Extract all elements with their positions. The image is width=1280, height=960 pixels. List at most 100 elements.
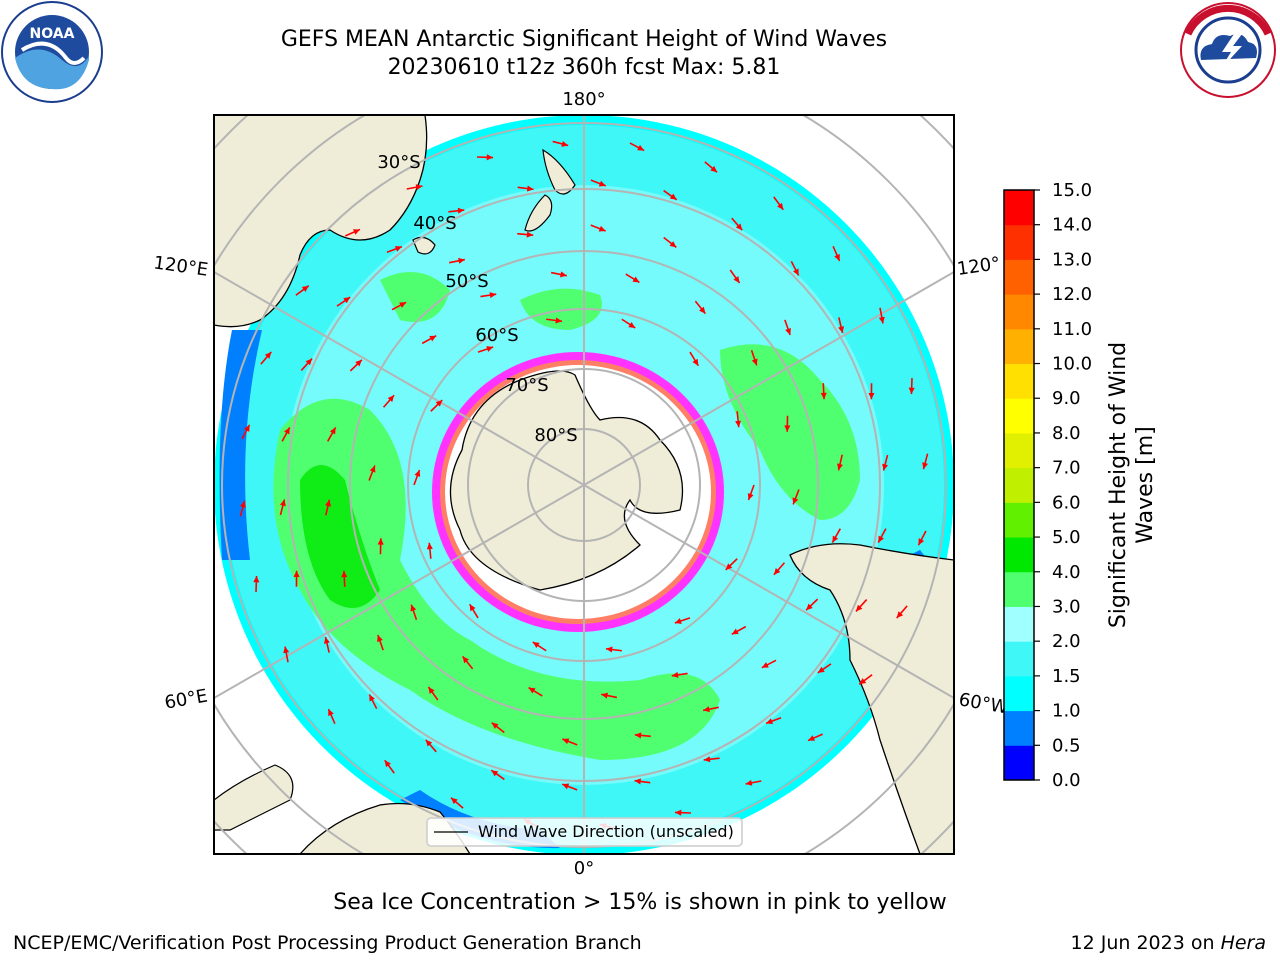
wind-wave-arrowhead — [384, 760, 391, 768]
wind-wave-arrowhead — [703, 706, 710, 713]
map-frame — [213, 114, 955, 855]
wind-wave-arrowhead — [352, 229, 360, 235]
lon-label-60e: 60°E — [163, 685, 209, 713]
footer-date-text: 12 Jun 2023 on — [1070, 932, 1215, 954]
wind-wave-arrowhead — [425, 739, 433, 747]
wind-wave-arrowhead — [253, 575, 260, 583]
wind-wave-arrowhead — [491, 770, 499, 777]
wind-wave-arrowhead — [918, 538, 925, 546]
wind-wave-arrowhead — [305, 358, 313, 366]
colorbar-swatch — [1004, 398, 1034, 434]
wind-wave-arrowhead — [469, 604, 476, 612]
lon-label-180: 180° — [562, 89, 605, 110]
wind-wave-arrowhead — [450, 797, 458, 805]
wind-wave-arrowhead — [239, 500, 246, 508]
wind-wave-arrowhead — [560, 271, 567, 278]
wind-wave-arrowhead — [243, 424, 250, 432]
wind-wave-arrowhead — [605, 646, 613, 653]
colorbar-swatch — [1004, 641, 1034, 677]
wind-wave-arrowhead — [922, 462, 929, 470]
lat-label-30s: 30°S — [377, 152, 420, 173]
wind-wave-arrowhead — [878, 535, 884, 543]
colorbar-tick-label: 8.0 — [1052, 423, 1081, 444]
colorbar-tick-label: 13.0 — [1052, 249, 1092, 270]
wind-wave-arrowhead — [671, 671, 679, 678]
wind-wave-arrowhead — [896, 611, 904, 619]
colorbar-swatch — [1004, 710, 1034, 746]
wind-wave-arrowhead — [735, 223, 743, 231]
wind-wave-arrowhead — [832, 535, 839, 543]
wind-wave-arrowhead — [526, 231, 534, 238]
nws-logo-icon — [1180, 2, 1276, 98]
lat-label-80s: 80°S — [534, 425, 577, 446]
wind-wave-arrowhead — [343, 297, 351, 304]
wind-wave-arrowhead — [410, 604, 417, 612]
colorbar-ticks: 0.0 0.5 1.0 1.5 2.0 3.0 4.0 5.0 6.0 7.0 8.0 9.0 10.0… — [1034, 180, 1092, 791]
wind-wave-arrowhead — [394, 246, 402, 252]
wind-wave-arrowhead — [562, 783, 570, 790]
colorbar-swatch — [1004, 467, 1034, 503]
wind-wave-arrowhead — [301, 285, 309, 292]
wind-wave-arrowhead — [766, 718, 774, 724]
wind-wave-arrowhead — [674, 809, 682, 816]
wind-wave-arrowhead — [489, 292, 497, 299]
noaa-logo-icon: NOAA — [1, 1, 103, 103]
colorbar-swatch — [1004, 363, 1034, 399]
colorbar-tick-label: 10.0 — [1052, 354, 1092, 375]
wind-wave-arrowhead — [415, 184, 423, 191]
wind-wave-arrowhead — [628, 321, 636, 328]
lat-label-40s: 40°S — [413, 213, 456, 234]
wind-wave-arrowhead — [598, 180, 606, 187]
wind-wave-arrowhead — [486, 154, 494, 161]
wind-wave-arrowhead — [598, 225, 606, 232]
wind-wave-arrowhead — [808, 735, 816, 741]
colorbar-swatch — [1004, 224, 1034, 260]
wind-wave-arrowhead — [859, 678, 867, 685]
wind-wave-arrowhead — [751, 358, 758, 366]
lon-label-60w: 60°W — [957, 689, 1010, 718]
footer-branch: NCEP/EMC/Verification Post Processing Pr… — [13, 932, 642, 954]
colorbar-label-line1: Significant Height of Wind — [1106, 342, 1131, 628]
wind-wave-arrowhead — [634, 778, 642, 785]
colorbar-tick-label: 7.0 — [1052, 458, 1081, 479]
wind-wave-arrowhead — [462, 656, 469, 664]
colorbar-tick-label: 0.5 — [1052, 735, 1081, 756]
wind-wave-arrowhead — [369, 465, 376, 473]
colorbar-tick-label: 9.0 — [1052, 388, 1081, 409]
wind-wave-arrowhead — [817, 666, 825, 673]
wind-wave-arrowhead — [703, 756, 711, 763]
lat-label-50s: 50°S — [445, 271, 488, 292]
wind-wave-arrowhead — [820, 392, 827, 400]
map-panel — [214, 115, 954, 854]
wind-wave-arrowhead — [355, 359, 362, 367]
wind-wave-arrowhead — [632, 276, 640, 283]
colorbar — [1004, 190, 1034, 781]
wind-wave-arrowhead — [279, 499, 286, 507]
wind-wave-arrowhead — [868, 392, 875, 400]
wind-wave-arrowhead — [429, 335, 437, 342]
wind-wave-arrowhead — [323, 636, 330, 644]
lat-label-70s: 70°S — [505, 375, 548, 396]
wind-wave-arrowhead — [369, 694, 375, 702]
wind-wave-arrowhead — [426, 542, 433, 550]
colorbar-tick-label: 12.0 — [1052, 284, 1092, 305]
lon-label-0: 0° — [574, 858, 594, 879]
wind-wave-arrowhead — [784, 425, 791, 432]
wind-wave-arrowhead — [528, 687, 536, 694]
wind-wave-arrowhead — [526, 185, 534, 192]
colorbar-tick-label: 15.0 — [1052, 180, 1092, 201]
wind-wave-arrowhead — [561, 140, 569, 147]
lat-label-60s: 60°S — [475, 325, 518, 346]
colorbar-swatch — [1004, 537, 1034, 573]
wind-wave-arrowhead — [457, 207, 465, 214]
wind-wave-arrowhead — [634, 732, 642, 739]
new-zealand-south — [524, 194, 553, 232]
map-title: GEFS MEAN Antarctic Significant Height o… — [280, 27, 888, 52]
wind-wave-arrows — [239, 140, 929, 830]
wind-wave-arrowhead — [834, 253, 840, 261]
wind-wave-arrowhead — [325, 499, 331, 507]
colorbar-tick-label: 1.0 — [1052, 701, 1081, 722]
wind-wave-arrowhead — [777, 202, 784, 210]
wind-wave-arrowhead — [428, 687, 435, 694]
wind-wave-arrowhead — [562, 738, 570, 745]
